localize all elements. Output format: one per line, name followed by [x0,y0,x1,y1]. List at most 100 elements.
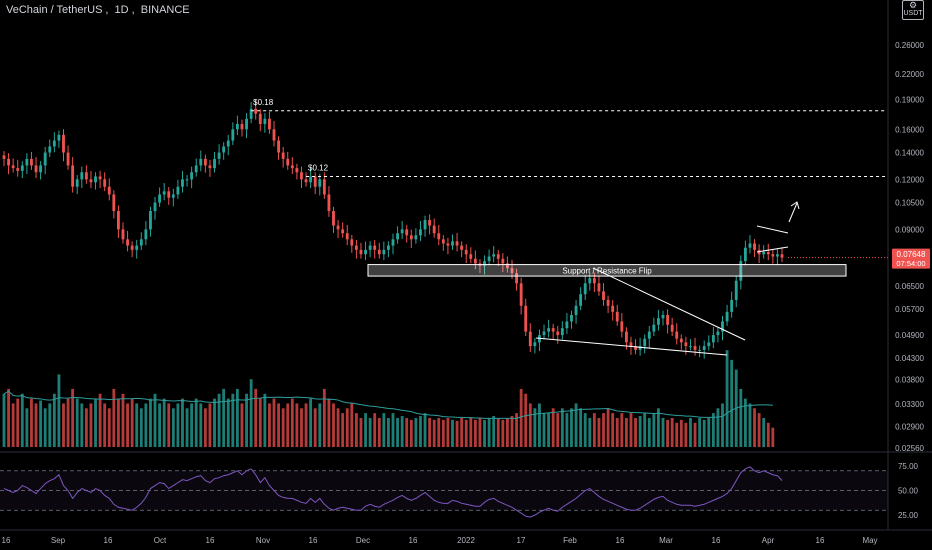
candle-body [624,331,628,343]
candle-body [487,256,491,262]
support-resistance-zone [367,264,847,277]
currency-settings-button[interactable]: ⚙ USDT [902,0,924,20]
interval-label: 1D [114,4,129,16]
candle-body [464,249,468,255]
volume-bar [322,388,326,447]
volume-bar [583,413,587,447]
rsi-tick-label: 50.00 [898,487,919,496]
candle-body [524,305,528,332]
volume-bar [400,416,404,447]
volume-bar [149,398,152,447]
candle-body [570,315,573,322]
volume-bar [167,403,171,447]
volume-bar [309,398,313,447]
volume-bar [217,393,221,447]
candle-body [629,342,633,347]
candle-body [135,245,139,250]
volume-bar [185,408,189,447]
volume-bar [112,388,116,447]
volume-bar [762,417,766,447]
candle-body [313,176,317,187]
candle-body [203,158,207,166]
candle-body [57,134,61,141]
candle-body [698,349,702,351]
time-tick-label: 16 [2,536,11,545]
exchange-label: BINANCE [140,4,190,16]
volume-bar [107,408,111,447]
time-tick-label: 16 [712,536,721,545]
candle-body [579,294,583,306]
candle-body [780,254,784,258]
candle-body [391,239,395,246]
volume-bar [533,408,537,447]
volume-bar [235,388,239,447]
candle-body [181,179,184,187]
flag-upper-line [756,225,789,234]
volume-bar [730,359,734,447]
volume-bar [670,417,674,447]
candle-body [226,140,230,147]
candle-body [341,229,345,234]
volume-bar [560,408,564,447]
candle-body [130,245,134,250]
candle-body [185,179,189,181]
candle-body [300,172,303,180]
candle-body [149,211,152,230]
candle-body [304,179,308,183]
volume-bar [469,417,473,447]
volume-bar [199,403,203,447]
price-tick-label: 0.02900 [895,422,924,431]
price-tick-label: 0.06500 [895,282,924,291]
candle-body [551,328,555,332]
volume-bar [739,388,743,447]
up-arrow-head [790,201,800,210]
volume-bar [473,419,477,447]
price-tick-label: 0.02560 [895,444,924,453]
candle-body [322,179,326,195]
candle-body [565,321,569,329]
volume-bar [71,388,75,447]
volume-bar [231,393,235,447]
candle-body [11,165,15,169]
volume-bar [7,388,10,447]
candle-body [25,158,29,166]
volume-bar [524,393,528,447]
volume-bar [304,403,308,447]
time-tick-label: Nov [256,536,270,545]
time-tick-label: 16 [309,536,318,545]
time-tick-label: 16 [206,536,215,545]
volume-bar [661,417,665,447]
candle-body [295,168,299,173]
volume-bar [203,408,207,447]
time-tick-label: May [862,536,877,545]
volume-bar [757,413,761,447]
candle-body [396,233,399,240]
volume-bar [423,413,427,447]
chart-title: VeChain / TetherUS, 1D, BINANCE [6,4,190,16]
price-tick-label: 0.10500 [895,199,924,208]
candle-body [332,211,335,226]
volume-bar [634,417,637,447]
volume-bar [89,403,93,447]
volume-bar [176,403,180,447]
candle-body [739,261,743,281]
candle-body [48,146,52,153]
candle-body [52,140,56,147]
candle-body [405,229,409,236]
volume-bar [675,422,679,447]
volume-bar [684,422,688,447]
volume-bar [135,403,139,447]
candle-body [670,324,674,332]
candle-body [510,268,514,274]
volume-bar [359,417,363,447]
candle-body [657,318,660,325]
candle-body [446,243,450,246]
candle-body [505,263,509,269]
volume-bar [84,408,88,447]
volume-bar [126,403,129,447]
volume-bar [620,413,624,447]
candle-body [597,283,601,292]
volume-bar [313,408,317,447]
candle-body [652,324,656,332]
